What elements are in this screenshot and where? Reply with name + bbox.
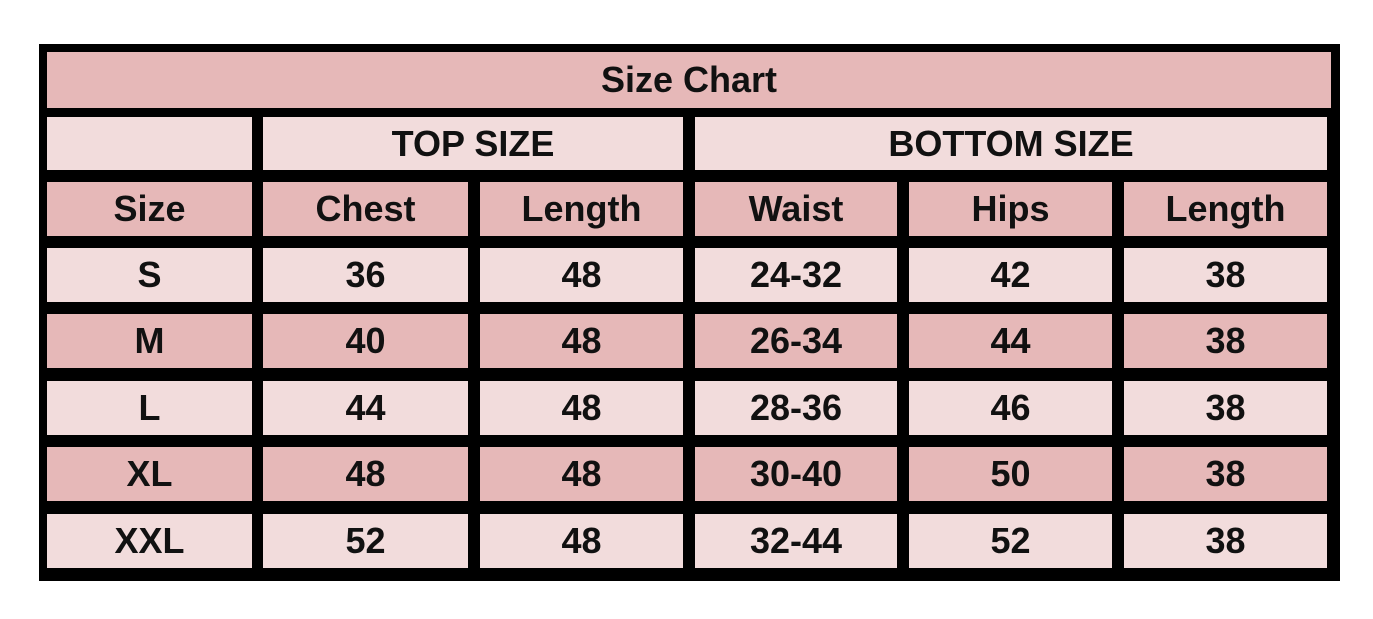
table-cell: XXL xyxy=(47,514,252,568)
table-cell: 48 xyxy=(480,381,683,435)
table-cell: 38 xyxy=(1124,248,1327,302)
table-cell: 44 xyxy=(263,381,468,435)
table-cell: 52 xyxy=(263,514,468,568)
table-cell: L xyxy=(47,381,252,435)
table-cell: 46 xyxy=(909,381,1112,435)
table-cell: 52 xyxy=(909,514,1112,568)
table-cell: 38 xyxy=(1124,314,1327,368)
table-cell: 48 xyxy=(480,314,683,368)
bottom-size-group: BOTTOM SIZE xyxy=(695,117,1327,170)
column-header: Length xyxy=(1124,182,1327,236)
column-header: Waist xyxy=(695,182,897,236)
table-cell: 26-34 xyxy=(695,314,897,368)
table-cell: 32-44 xyxy=(695,514,897,568)
table-cell: XL xyxy=(47,447,252,501)
table-cell: 50 xyxy=(909,447,1112,501)
table-cell: 38 xyxy=(1124,447,1327,501)
table-cell: 48 xyxy=(480,447,683,501)
table-title: Size Chart xyxy=(47,52,1331,108)
table-cell: 38 xyxy=(1124,514,1327,568)
table-cell: 48 xyxy=(480,514,683,568)
table-cell: S xyxy=(47,248,252,302)
table-cell: 24-32 xyxy=(695,248,897,302)
column-header: Size xyxy=(47,182,252,236)
table-cell: 28-36 xyxy=(695,381,897,435)
empty-group-cell xyxy=(47,117,252,170)
column-header: Length xyxy=(480,182,683,236)
table-cell: 44 xyxy=(909,314,1112,368)
table-cell: 48 xyxy=(263,447,468,501)
column-header: Chest xyxy=(263,182,468,236)
table-cell: 48 xyxy=(480,248,683,302)
top-size-group: TOP SIZE xyxy=(263,117,683,170)
table-cell: 38 xyxy=(1124,381,1327,435)
column-header: Hips xyxy=(909,182,1112,236)
table-cell: 40 xyxy=(263,314,468,368)
table-cell: 30-40 xyxy=(695,447,897,501)
table-cell: 36 xyxy=(263,248,468,302)
table-cell: 42 xyxy=(909,248,1112,302)
table-cell: M xyxy=(47,314,252,368)
